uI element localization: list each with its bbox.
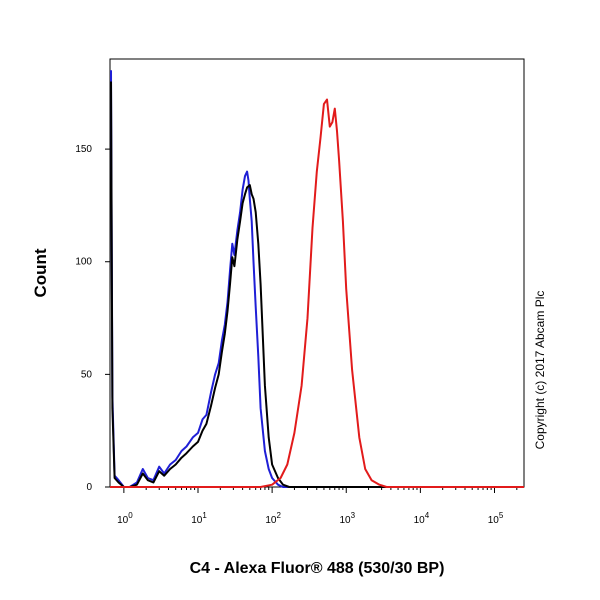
series-layer <box>110 70 524 488</box>
plot-frame <box>109 58 525 488</box>
x-tick-label: 104 <box>414 511 430 526</box>
x-tick-label: 105 <box>488 511 504 526</box>
series-line-2 <box>110 81 524 488</box>
y-axis-title: Count <box>31 248 50 297</box>
x-tick-label: 101 <box>191 511 207 526</box>
y-tick-label: 50 <box>81 369 93 380</box>
copyright-annotation: Copyright (c) 2017 Abcam Plc <box>533 291 547 450</box>
y-tick-label: 0 <box>86 482 92 493</box>
y-tick-label: 100 <box>75 257 92 268</box>
x-tick-label: 100 <box>117 511 133 526</box>
series-line-3 <box>110 98 524 488</box>
y-axis-ticks: 0 50 100 150 <box>75 144 110 493</box>
y-tick-label: 150 <box>75 144 92 155</box>
x-tick-label: 102 <box>265 511 281 526</box>
x-axis-title: C4 - Alexa Fluor® 488 (530/30 BP) <box>190 560 445 577</box>
x-axis-ticks: 100 101 102 103 104 105 <box>117 487 518 526</box>
x-tick-label: 103 <box>339 511 355 526</box>
series-line-1 <box>110 70 524 488</box>
